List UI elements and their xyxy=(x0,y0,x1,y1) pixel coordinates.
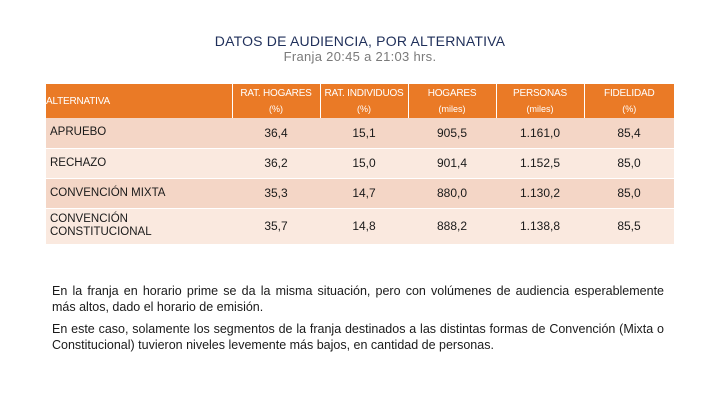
cell-rat-hogares: 35,7 xyxy=(232,208,320,245)
cell-personas: 1.161,0 xyxy=(496,118,584,149)
column-header-alternativa: ALTERNATIVA xyxy=(46,84,233,118)
column-header-label: PERSONAS xyxy=(513,87,567,99)
column-header-rat-individuos: RAT. INDIVIDUOS (%) xyxy=(320,84,409,118)
cell-rat-individuos: 15,1 xyxy=(320,118,408,149)
cell-hogares: 905,5 xyxy=(408,118,496,149)
cell-rat-hogares: 35,3 xyxy=(232,178,320,209)
cell-personas: 1.130,2 xyxy=(496,178,584,209)
column-header-label: HOGARES xyxy=(427,87,477,99)
column-header-unit: (miles) xyxy=(438,103,466,114)
cell-rat-individuos: 15,0 xyxy=(320,148,408,179)
column-header-unit: (%) xyxy=(269,103,283,114)
column-header-label: RAT. HOGARES xyxy=(240,87,312,99)
table-row-rechazo: RECHAZO 36,2 15,0 901,4 1.152,5 85,0 xyxy=(46,148,674,179)
column-header-unit: (%) xyxy=(357,103,371,114)
column-header-label: FIDELIDAD xyxy=(604,87,655,99)
cell-hogares: 901,4 xyxy=(408,148,496,179)
page-title: DATOS DE AUDIENCIA, POR ALTERNATIVA xyxy=(214,33,506,49)
row-label: CONVENCIÓN MIXTA xyxy=(46,178,232,209)
cell-personas: 1.138,8 xyxy=(496,208,584,245)
column-header-fidelidad: FIDELIDAD (%) xyxy=(584,84,674,118)
column-header-unit: (%) xyxy=(622,103,637,114)
cell-hogares: 880,0 xyxy=(408,178,496,209)
table-row-convencion-mixta: CONVENCIÓN MIXTA 35,3 14,7 880,0 1.130,2… xyxy=(46,178,674,209)
page-subtitle: Franja 20:45 a 21:03 hrs. xyxy=(283,49,437,64)
cell-fidelidad: 85,0 xyxy=(584,178,674,209)
table-row-convencion-constitucional: CONVENCIÓN CONSTITUCIONAL 35,7 14,8 888,… xyxy=(46,208,674,245)
audience-table: ALTERNATIVA RAT. HOGARES (%) RAT. INDIVI… xyxy=(46,84,674,245)
paragraph-detail: En este caso, solamente los segmentos de… xyxy=(52,322,664,352)
column-header-personas: PERSONAS (miles) xyxy=(496,84,585,118)
row-label: RECHAZO xyxy=(46,148,232,179)
row-label: APRUEBO xyxy=(46,118,232,149)
cell-hogares: 888,2 xyxy=(408,208,496,245)
cell-fidelidad: 85,5 xyxy=(584,208,674,245)
column-header-label: ALTERNATIVA xyxy=(46,95,110,107)
cell-personas: 1.152,5 xyxy=(496,148,584,179)
column-header-unit: (miles) xyxy=(526,103,554,114)
cell-fidelidad: 85,0 xyxy=(584,148,674,179)
table-row-apruebo: APRUEBO 36,4 15,1 905,5 1.161,0 85,4 xyxy=(46,118,674,149)
column-header-hogares: HOGARES (miles) xyxy=(408,84,497,118)
paragraph-summary: En la franja en horario prime se da la m… xyxy=(52,284,664,314)
cell-rat-hogares: 36,4 xyxy=(232,118,320,149)
cell-rat-individuos: 14,7 xyxy=(320,178,408,209)
table-header-row: ALTERNATIVA RAT. HOGARES (%) RAT. INDIVI… xyxy=(46,84,674,118)
row-label: CONVENCIÓN CONSTITUCIONAL xyxy=(46,208,232,245)
cell-fidelidad: 85,4 xyxy=(584,118,674,149)
column-header-rat-hogares: RAT. HOGARES (%) xyxy=(232,84,321,118)
cell-rat-individuos: 14,8 xyxy=(320,208,408,245)
column-header-label: RAT. INDIVIDUOS xyxy=(324,87,404,99)
cell-rat-hogares: 36,2 xyxy=(232,148,320,179)
